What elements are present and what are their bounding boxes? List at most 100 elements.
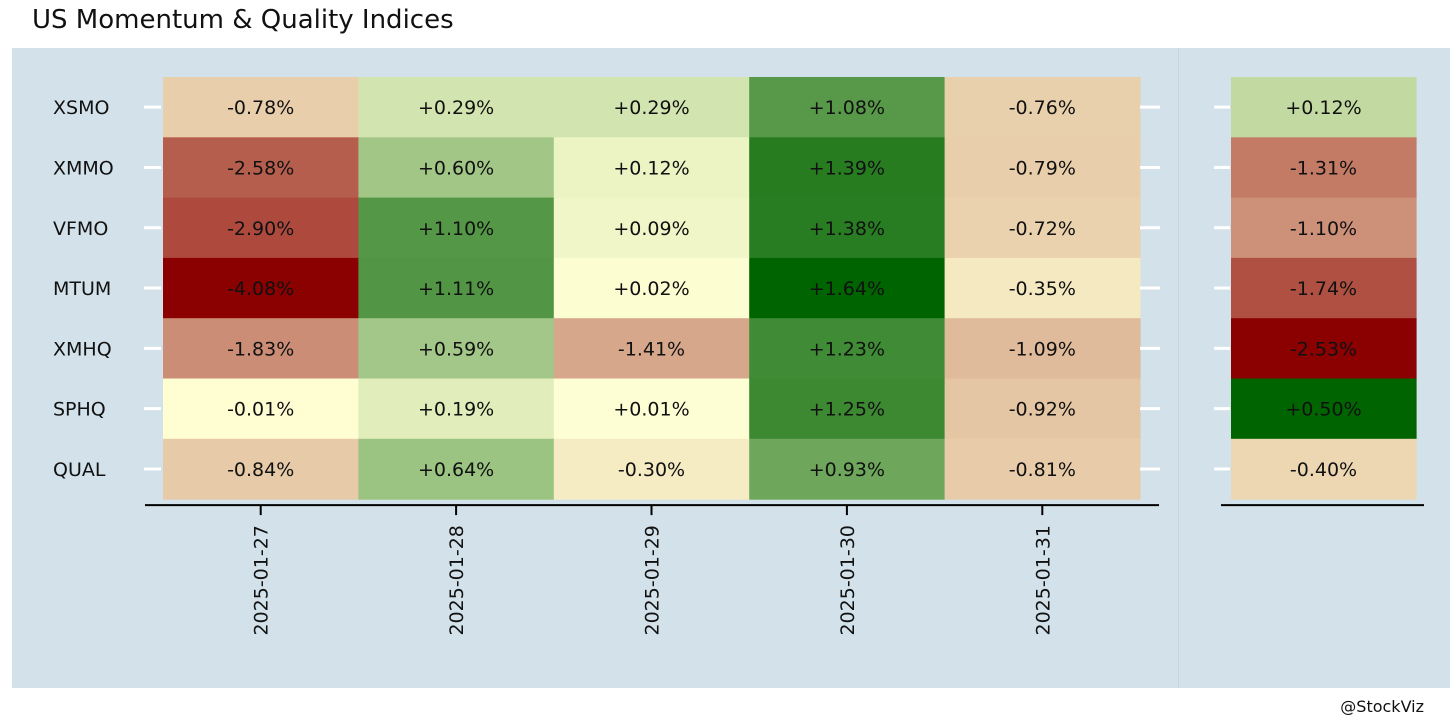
x-tick-label: 2025-01-30 xyxy=(837,525,859,635)
heatmap-cell xyxy=(1231,378,1417,440)
heatmap-cell xyxy=(163,137,359,199)
cell-value-label: -0.79% xyxy=(1009,157,1076,179)
cell-value-label: +0.12% xyxy=(613,157,689,179)
x-tick-label: 2025-01-31 xyxy=(1032,525,1054,635)
x-tick-label: 2025-01-28 xyxy=(446,525,468,635)
cell-value-label: -0.78% xyxy=(227,97,294,119)
heatmap-cell xyxy=(1231,197,1417,259)
heatmap-cell xyxy=(163,318,359,380)
heatmap-cell xyxy=(749,137,946,199)
heatmap-cell xyxy=(944,378,1141,440)
cell-value-label: +1.64% xyxy=(809,278,885,300)
y-tick-label: QUAL xyxy=(53,459,106,481)
heatmap-cell xyxy=(944,257,1141,319)
heatmap-cell xyxy=(163,378,359,440)
cell-value-label: +0.02% xyxy=(613,278,689,300)
heatmap-cell xyxy=(358,438,555,500)
heatmap-cell xyxy=(358,378,555,440)
caption: @StockViz xyxy=(1340,697,1424,716)
heatmap-cell xyxy=(163,438,359,500)
cell-value-label: -0.72% xyxy=(1009,218,1076,240)
heatmap-cell xyxy=(553,197,750,259)
cell-value-label: -0.35% xyxy=(1009,278,1076,300)
y-tick-label: SPHQ xyxy=(53,399,106,421)
cell-value-label: -1.83% xyxy=(227,338,294,360)
cell-value-label: -0.30% xyxy=(618,459,685,481)
cell-value-label: -2.90% xyxy=(227,218,294,240)
panel-separator xyxy=(1178,48,1179,688)
heatmap-cell xyxy=(749,438,946,500)
x-tick-label: 2025-01-29 xyxy=(642,525,664,635)
heatmap-cell xyxy=(358,77,555,138)
cell-value-label: -0.81% xyxy=(1009,459,1076,481)
cell-value-label: +0.93% xyxy=(809,459,885,481)
heatmap-cell xyxy=(1231,137,1417,199)
cell-value-label: +1.11% xyxy=(418,278,494,300)
cell-value-label: +0.60% xyxy=(418,157,494,179)
cell-value-label: +1.25% xyxy=(809,399,885,421)
heatmap-cell xyxy=(944,137,1141,199)
cell-value-label: +0.29% xyxy=(418,97,494,119)
cell-value-label: +1.23% xyxy=(809,338,885,360)
heatmap-cell xyxy=(749,378,946,440)
y-tick-label: MTUM xyxy=(53,278,111,300)
cell-value-label: +1.10% xyxy=(418,218,494,240)
cell-value-label: -4.08% xyxy=(227,278,294,300)
heatmap-cell xyxy=(1231,257,1417,319)
cell-value-label: +0.01% xyxy=(613,399,689,421)
heatmap-cell xyxy=(358,257,555,319)
heatmap-cell xyxy=(1231,77,1417,138)
cell-value-label: +0.64% xyxy=(418,459,494,481)
heatmap-cell xyxy=(553,257,750,319)
heatmap-cell xyxy=(944,77,1141,138)
cell-value-label: +0.29% xyxy=(613,97,689,119)
cell-value-label: -1.41% xyxy=(618,338,685,360)
cell-value-label: -1.10% xyxy=(1290,218,1357,240)
heatmap-cell xyxy=(163,257,359,319)
cell-value-label: +0.19% xyxy=(418,399,494,421)
y-tick-label: XMMO xyxy=(53,157,114,179)
heatmap-cell xyxy=(749,318,946,380)
heatmap-cell xyxy=(553,318,750,380)
cell-value-label: +0.12% xyxy=(1285,97,1361,119)
cell-value-label: -1.31% xyxy=(1290,157,1357,179)
cell-value-label: -0.40% xyxy=(1290,459,1357,481)
heatmap-cell xyxy=(553,77,750,138)
y-tick-label: XSMO xyxy=(53,97,109,119)
heatmap-cell xyxy=(358,318,555,380)
cell-value-label: -0.92% xyxy=(1009,399,1076,421)
cell-value-label: +0.09% xyxy=(613,218,689,240)
heatmap-cell xyxy=(1231,438,1417,500)
cell-value-label: -1.74% xyxy=(1290,278,1357,300)
cell-value-label: +1.39% xyxy=(809,157,885,179)
heatmap-cell xyxy=(553,137,750,199)
cell-value-label: +1.38% xyxy=(809,218,885,240)
heatmap-cell xyxy=(1231,318,1417,380)
heatmap-cell xyxy=(944,318,1141,380)
heatmap-cell xyxy=(358,137,555,199)
cell-value-label: -1.09% xyxy=(1009,338,1076,360)
heatmap-cell xyxy=(163,77,359,138)
heatmap-cell xyxy=(749,257,946,319)
x-tick-label: 2025-01-27 xyxy=(251,525,273,635)
heatmap-cell xyxy=(944,197,1141,259)
cell-value-label: -0.84% xyxy=(227,459,294,481)
chart-title: US Momentum & Quality Indices xyxy=(32,5,454,35)
y-tick-label: VFMO xyxy=(53,218,108,240)
heatmap-cell xyxy=(749,77,946,138)
heatmap-cell xyxy=(944,438,1141,500)
cell-value-label: +0.50% xyxy=(1285,399,1361,421)
heatmap-cell xyxy=(358,197,555,259)
cell-value-label: -0.01% xyxy=(227,399,294,421)
cell-value-label: -0.76% xyxy=(1009,97,1076,119)
heatmap-cell xyxy=(163,197,359,259)
heatmap-cell xyxy=(553,378,750,440)
cell-value-label: -2.58% xyxy=(227,157,294,179)
cell-value-label: +0.59% xyxy=(418,338,494,360)
heatmap-cell xyxy=(553,438,750,500)
y-tick-label: XMHQ xyxy=(53,338,112,360)
heatmap-cell xyxy=(749,197,946,259)
cell-value-label: +1.08% xyxy=(809,97,885,119)
cell-value-label: -2.53% xyxy=(1290,338,1357,360)
